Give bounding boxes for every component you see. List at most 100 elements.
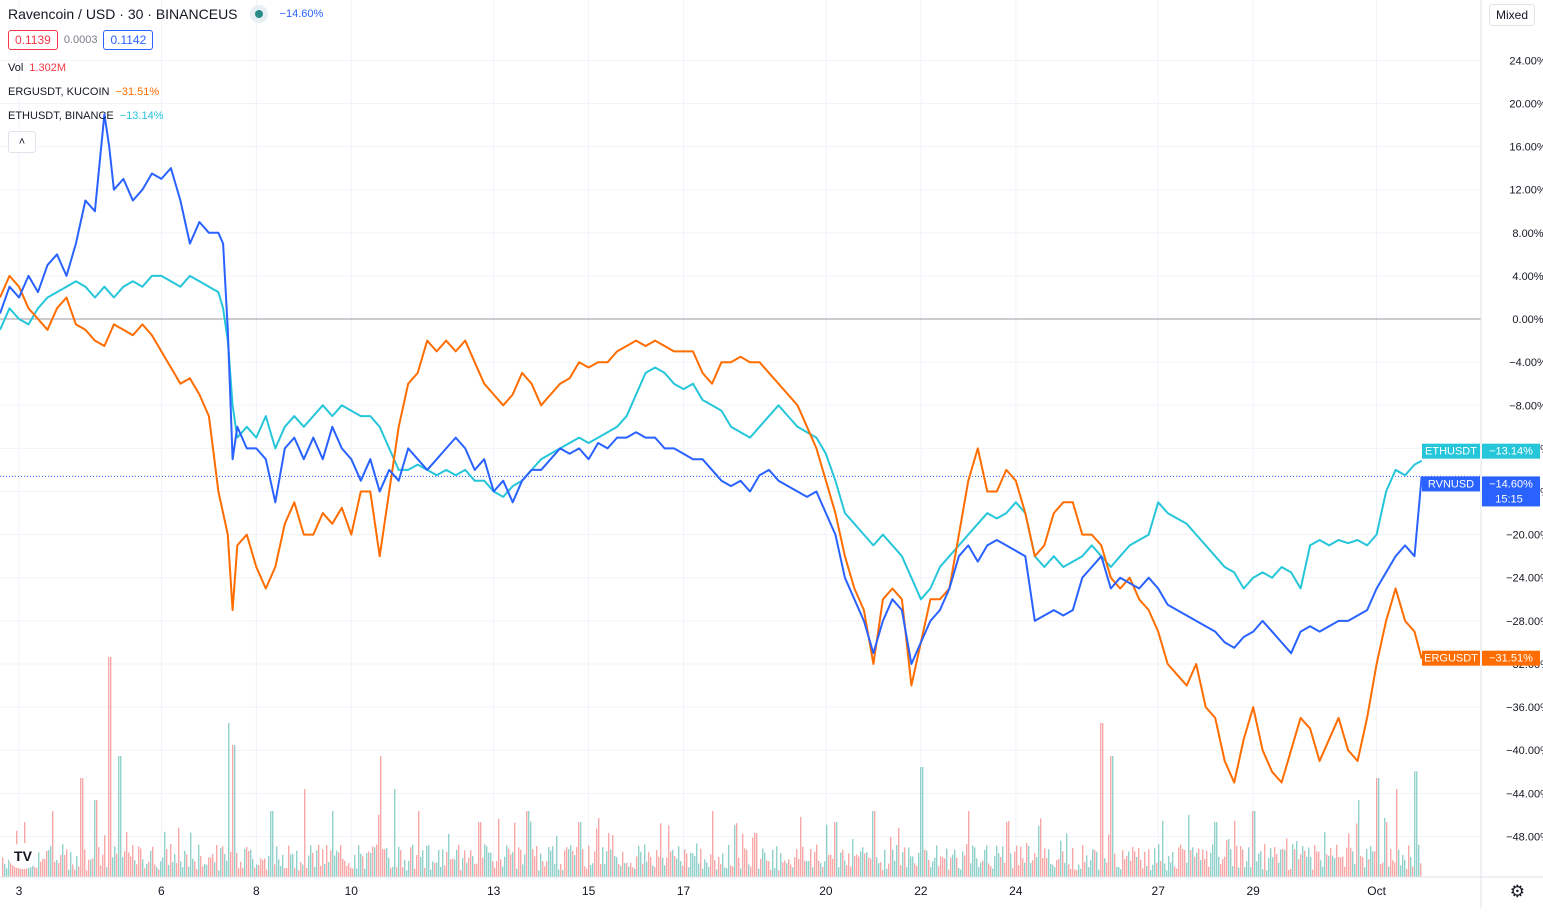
volume-bar <box>642 863 644 877</box>
market-status-icon[interactable] <box>249 5 268 23</box>
volume-bar <box>134 860 136 877</box>
compare-legend-ethusdt[interactable]: ETHUSDT, BINANCE −13.14% <box>8 110 163 122</box>
volume-legend[interactable]: Vol 1.302M <box>8 62 66 74</box>
volume-bar <box>246 846 248 877</box>
volume-bar <box>838 867 840 877</box>
volume-bar <box>954 849 956 877</box>
volume-bar <box>876 857 878 877</box>
volume-bar <box>1160 861 1162 877</box>
volume-bar <box>460 869 462 877</box>
volume-bar <box>400 850 402 877</box>
volume-bar <box>514 822 516 877</box>
volume-bar <box>1270 848 1272 877</box>
volume-bar <box>584 866 586 877</box>
volume-bar <box>996 845 998 877</box>
scale-mode-button[interactable]: Mixed <box>1488 4 1535 26</box>
volume-bar <box>858 856 860 877</box>
volume-bar <box>574 855 576 877</box>
volume-bar <box>420 856 422 877</box>
volume-bar <box>934 857 936 877</box>
volume-bar <box>1058 858 1060 877</box>
volume-bar <box>1032 860 1034 877</box>
volume-bar <box>764 852 766 877</box>
volume-bar <box>60 854 62 877</box>
tradingview-logo-icon[interactable]: TV <box>8 843 38 869</box>
volume-bar <box>862 847 864 877</box>
volume-bar <box>932 861 934 877</box>
volume-bar <box>328 862 330 877</box>
volume-bar <box>866 852 868 877</box>
symbol-header[interactable]: Ravencoin / USD · 30 · BINANCEUS −14.60% <box>8 5 323 23</box>
volume-bar <box>270 811 272 877</box>
collapse-legend-button[interactable]: ˄ <box>8 131 36 153</box>
volume-bar <box>440 866 442 877</box>
volume-bar <box>902 851 904 877</box>
volume-bar <box>1180 844 1182 877</box>
volume-bar <box>1068 864 1070 877</box>
volume-bar <box>192 858 194 877</box>
volume-bar <box>476 863 478 877</box>
sell-price-button[interactable]: 0.1139 <box>8 30 58 50</box>
volume-bar <box>1228 838 1230 877</box>
volume-bar <box>810 849 812 877</box>
volume-bar <box>794 857 796 877</box>
volume-bar <box>1166 870 1168 877</box>
volume-bar <box>752 837 754 877</box>
volume-bar <box>332 811 334 877</box>
compare-pct: −13.14% <box>119 110 164 122</box>
volume-bar <box>1020 846 1022 877</box>
volume-bar <box>822 866 824 877</box>
volume-bar <box>1122 850 1124 877</box>
symbol-title[interactable]: Ravencoin / USD · 30 · BINANCEUS <box>8 6 238 22</box>
volume-bar <box>268 855 270 877</box>
volume-bar <box>1338 856 1340 877</box>
volume-bar <box>372 846 374 877</box>
series-name-tag-label: RVNUSD <box>1428 478 1474 490</box>
volume-bar <box>1040 818 1042 877</box>
volume-bar <box>722 853 724 877</box>
volume-bar <box>340 845 342 877</box>
volume-label: Vol <box>8 62 24 74</box>
volume-bar <box>812 867 814 877</box>
y-tick-label: −44.00% <box>1506 788 1543 800</box>
volume-bar <box>138 846 140 877</box>
volume-bar <box>260 858 262 877</box>
volume-bar <box>252 859 254 877</box>
volume-bar <box>834 822 836 877</box>
volume-bar <box>122 857 124 877</box>
volume-bar <box>172 861 174 877</box>
y-tick-label: 12.00% <box>1509 185 1543 197</box>
volume-bar <box>1356 823 1358 877</box>
volume-bar <box>652 865 654 877</box>
volume-bar <box>724 867 726 877</box>
volume-bar <box>928 859 930 877</box>
volume-bar <box>946 848 948 877</box>
volume-bar <box>1374 851 1376 877</box>
volume-bar <box>672 850 674 877</box>
volume-bar <box>1366 849 1368 877</box>
volume-bar <box>1048 849 1050 877</box>
volume-bar <box>886 868 888 877</box>
volume-bar <box>486 846 488 877</box>
volume-bar <box>1014 851 1016 877</box>
volume-bar <box>608 833 610 877</box>
buy-price-button[interactable]: 0.1142 <box>103 30 154 50</box>
volume-bar <box>1222 858 1224 877</box>
volume-bar <box>1114 853 1116 877</box>
volume-bar <box>1192 847 1194 877</box>
volume-bar <box>290 854 292 877</box>
volume-bar <box>90 859 92 877</box>
volume-bar <box>244 848 246 877</box>
volume-bar <box>86 870 88 877</box>
gear-icon[interactable]: ⚙ <box>1509 882 1525 901</box>
volume-bar <box>988 863 990 877</box>
compare-legend-ergusdt[interactable]: ERGUSDT, KUCOIN −31.51% <box>8 86 159 98</box>
y-tick-label: −24.00% <box>1506 573 1543 585</box>
volume-bar <box>504 856 506 877</box>
volume-bar <box>1060 840 1062 877</box>
volume-bar <box>1226 840 1228 877</box>
volume-bar <box>318 844 320 877</box>
volume-bar <box>638 845 640 877</box>
